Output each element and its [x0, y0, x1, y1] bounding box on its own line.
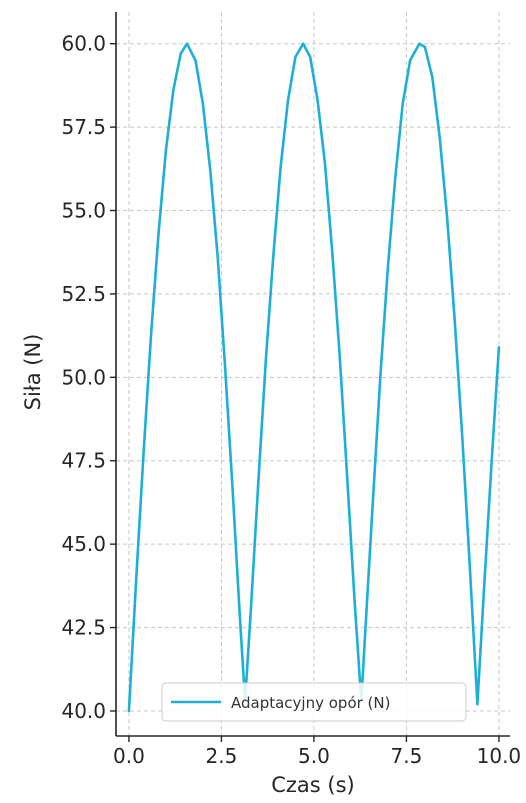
y-tick-label: 40.0 — [61, 699, 106, 723]
y-axis-label: Siła (N) — [21, 334, 45, 411]
x-tick-label: 0.0 — [113, 744, 145, 768]
y-tick-label: 47.5 — [61, 449, 106, 473]
x-tick-label: 10.0 — [477, 744, 522, 768]
y-tick-label: 45.0 — [61, 532, 106, 556]
x-tick-label: 2.5 — [206, 744, 238, 768]
y-tick-label: 42.5 — [61, 616, 106, 640]
legend-label: Adaptacyjny opór (N) — [231, 694, 391, 712]
x-tick-label: 7.5 — [391, 744, 423, 768]
y-tick-label: 57.5 — [61, 115, 106, 139]
y-tick-label: 52.5 — [61, 282, 106, 306]
series-layer — [127, 42, 501, 713]
series-line — [127, 42, 501, 713]
axes — [115, 12, 510, 737]
x-tick-label: 5.0 — [298, 744, 330, 768]
y-tick-label: 50.0 — [61, 365, 106, 389]
x-axis-label: Czas (s) — [271, 773, 355, 797]
legend: Adaptacyjny opór (N) — [161, 682, 467, 722]
y-tick-label: 55.0 — [61, 199, 106, 223]
y-tick-label: 60.0 — [61, 32, 106, 56]
ticks: 0.0 2.5 5.0 7.5 10.0 40.0 42.5 45.0 47.5 50.0 52.5… — [61, 32, 521, 768]
legend-box — [161, 682, 467, 722]
grid — [116, 12, 510, 736]
